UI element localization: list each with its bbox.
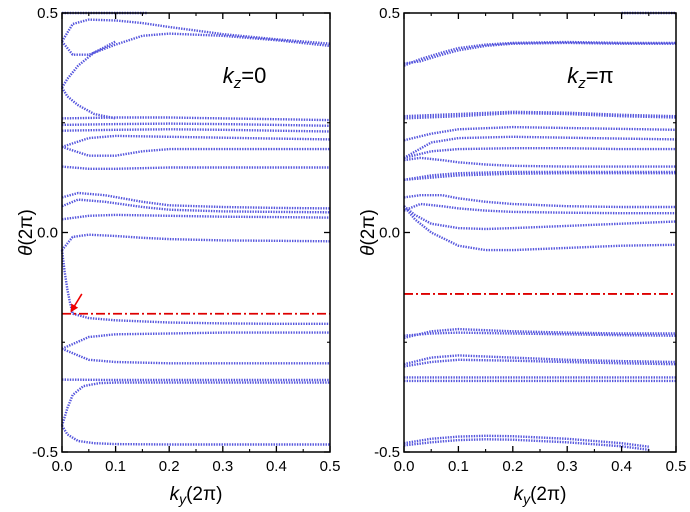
plot-frame (61, 12, 331, 453)
x-tick-label: 0.5 (320, 458, 341, 475)
series-band-16 (403, 156, 676, 168)
series-band-minus-29a (403, 354, 677, 366)
x-tick-label: 0.2 (502, 458, 523, 475)
x-tick-label: 0.4 (266, 458, 287, 475)
series-band-minus-29b (403, 358, 677, 368)
plot-frame (403, 12, 677, 453)
y-tick-label: 0.5 (379, 5, 400, 22)
series-band-minus-23b (403, 331, 677, 337)
series-band-17 (61, 145, 330, 157)
series-band-145 (61, 165, 330, 171)
series-band-13a (403, 170, 676, 181)
annotation-sub: z (577, 75, 586, 92)
x-tick-label: 0.0 (394, 458, 415, 475)
series-band-dip (403, 205, 677, 252)
series-band-21 (403, 135, 677, 159)
series-band-05 (403, 202, 676, 215)
y-tick-label: 0.0 (37, 225, 58, 242)
x-tick-label: 0.3 (557, 458, 578, 475)
series-band-minus-47a (403, 434, 649, 448)
x-title-var: k (514, 484, 525, 505)
panel-annotation: kz=0 (223, 63, 267, 92)
x-tick-label: 0.4 (611, 458, 632, 475)
series-band-245 (61, 122, 331, 127)
x-tick-label: 0.1 (105, 458, 126, 475)
series-cusp-down (60, 86, 116, 120)
annotation-text: =π (586, 63, 614, 88)
series-band-dip-top (61, 233, 331, 251)
y-tick-label: 0.0 (379, 225, 400, 242)
x-tick-label: 0.0 (52, 458, 73, 475)
series-band-minus-48 (60, 425, 330, 446)
series-band-02 (403, 205, 677, 231)
series-band-23 (61, 128, 331, 133)
x-tick-label: 0.1 (448, 458, 469, 475)
y-axis-title: θ(2π) (358, 209, 379, 256)
series-band-27b (403, 110, 677, 118)
x-title-unit: (2π) (186, 484, 222, 505)
annotation-text: =0 (241, 63, 266, 88)
y-title-unit: (2π) (16, 209, 37, 245)
series-band-26 (61, 116, 331, 122)
x-tick-label: 0.2 (159, 458, 180, 475)
series-band-dip-left (60, 249, 74, 314)
x-title-sub: y (178, 491, 187, 507)
y-title-var: θ (16, 245, 37, 256)
series-band-38a (403, 41, 676, 65)
panel-left: 0.0 0.1 0.2 0.3 0.4 0.5-0.50.00.5 kz=0 ky(2π)… (16, 5, 340, 507)
arrow (70, 293, 83, 313)
x-axis-title: ky(2π) (170, 484, 223, 507)
annotation-sub: z (233, 75, 242, 92)
series-cusp-up (60, 40, 117, 89)
series-loop-lower (61, 32, 331, 56)
y-title-unit: (2π) (358, 209, 379, 245)
series-band-minus-23 (61, 331, 330, 350)
series-band-minus-36 (60, 381, 330, 427)
x-axis-title: ky(2π) (514, 484, 567, 507)
x-title-unit: (2π) (530, 484, 566, 505)
series-band-23 (403, 125, 677, 142)
panel-right: 0.0 0.1 0.2 0.3 0.4 0.5-0.50.00.5 kz=π ky(2π)… (358, 5, 686, 507)
series-band-minus-23a (403, 327, 676, 340)
series-band-27a (403, 111, 677, 120)
series-loop-upper (60, 18, 331, 45)
x-tick-label: 0.5 (666, 458, 687, 475)
series-band-minus-29 (61, 347, 330, 365)
series-band-06 (61, 198, 331, 214)
x-title-var: k (170, 484, 181, 505)
annotation-var: k (223, 63, 235, 88)
series-band-minus-19 (72, 312, 330, 325)
panel-annotation: kz=π (567, 63, 614, 92)
series-band-21 (61, 134, 331, 149)
series-band-09 (61, 191, 331, 210)
y-title-var: θ (358, 245, 379, 256)
series-band-03 (61, 213, 331, 221)
y-axis-title: θ(2π) (16, 209, 37, 256)
annotation-var: k (567, 63, 579, 88)
x-tick-label: 0.3 (212, 458, 233, 475)
x-title-sub: y (522, 491, 531, 507)
series-band-13b (403, 171, 676, 181)
y-tick-label: 0.5 (37, 5, 58, 22)
series-band-minus-47b (403, 438, 649, 451)
y-tick-label: -0.5 (374, 444, 400, 461)
series-band-19 (403, 146, 676, 160)
series-band-08 (403, 193, 676, 209)
y-tick-label: -0.5 (32, 444, 58, 461)
